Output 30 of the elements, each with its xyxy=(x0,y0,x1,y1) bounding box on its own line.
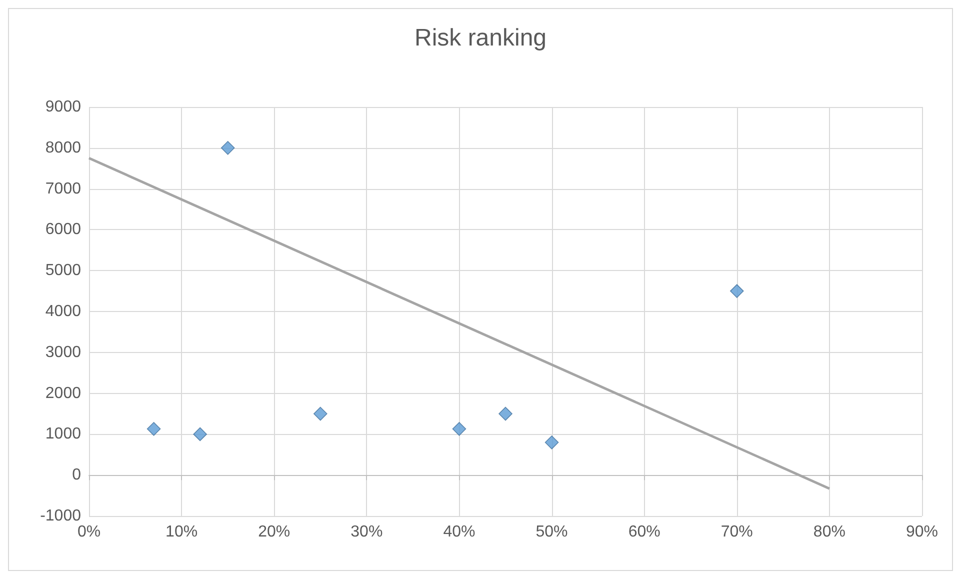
y-tick-label: 4000 xyxy=(45,303,82,320)
x-tick-label: 40% xyxy=(443,524,476,540)
y-tick-label: 2000 xyxy=(45,384,82,402)
x-tick-label: 20% xyxy=(258,524,290,540)
y-tick-label: 8000 xyxy=(45,139,82,156)
point xyxy=(193,427,207,442)
point xyxy=(498,406,512,421)
x-tick-label: 80% xyxy=(813,524,846,540)
point xyxy=(452,422,466,436)
x-tick-label: 30% xyxy=(350,524,383,540)
y-tick-label: -1000 xyxy=(40,508,82,524)
point xyxy=(146,422,161,436)
x-tick-label: 60% xyxy=(628,524,660,540)
chart-title: Risk ranking xyxy=(414,24,547,52)
point xyxy=(544,435,559,450)
y-tick-label: 5000 xyxy=(45,262,82,280)
y-tick-label: 7000 xyxy=(45,180,82,198)
y-tick-label: 9000 xyxy=(45,98,82,116)
y-tick-label: 0 xyxy=(72,466,82,484)
x-tick-label: 70% xyxy=(720,524,753,540)
x-tick-label: 90% xyxy=(906,524,938,540)
point xyxy=(730,284,744,298)
y-tick-label: 3000 xyxy=(45,344,82,361)
point xyxy=(313,406,328,421)
y-tick-label: 1000 xyxy=(45,426,82,443)
y-tick-label: 6000 xyxy=(45,221,82,238)
x-tick-label: 50% xyxy=(536,524,568,540)
x-tick-label: 0% xyxy=(77,524,101,540)
point xyxy=(220,141,235,155)
x-tick-label: 10% xyxy=(166,524,198,540)
